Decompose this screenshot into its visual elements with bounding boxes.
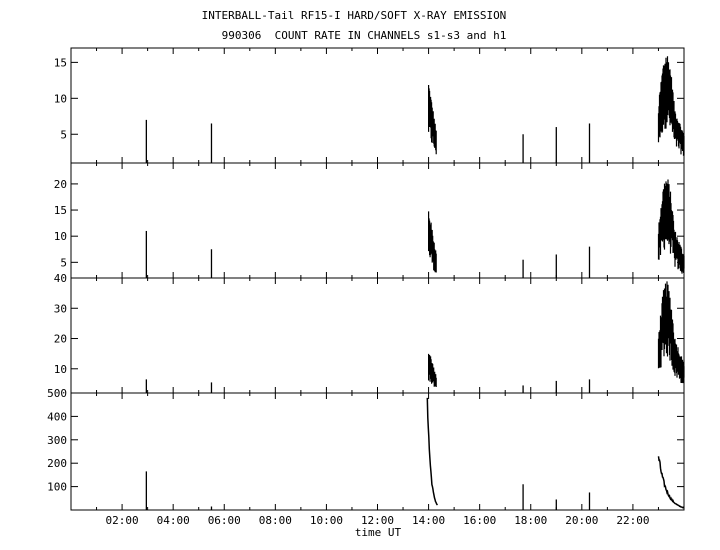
y-tick-label: 5 bbox=[60, 256, 67, 269]
y-tick-label: 20 bbox=[54, 333, 67, 346]
data-burst bbox=[428, 85, 437, 155]
y-tick-label: 10 bbox=[54, 363, 67, 376]
panel-frame-s2 bbox=[70, 162, 685, 279]
data-burst bbox=[657, 281, 685, 384]
y-tick-label: 200 bbox=[47, 457, 67, 470]
y-tick-label: 10 bbox=[54, 230, 67, 243]
x-tick-label: 10:00 bbox=[310, 514, 343, 527]
y-tick-label: 20 bbox=[54, 178, 67, 191]
chart-subtitle: 990306 COUNT RATE IN CHANNELS s1-s3 and … bbox=[221, 29, 507, 42]
data-burst bbox=[657, 56, 685, 156]
y-tick-label: 500 bbox=[47, 387, 67, 400]
x-tick-label: 18:00 bbox=[514, 514, 547, 527]
x-tick-label: 04:00 bbox=[157, 514, 190, 527]
y-tick-label: 30 bbox=[54, 302, 67, 315]
x-tick-label: 06:00 bbox=[208, 514, 241, 527]
x-tick-label: 02:00 bbox=[106, 514, 139, 527]
y-tick-label: 40 bbox=[54, 272, 67, 285]
panel-frame-s1 bbox=[70, 47, 685, 164]
y-tick-label: 300 bbox=[47, 434, 67, 447]
y-tick-label: 10 bbox=[54, 92, 67, 105]
x-tick-label: 20:00 bbox=[565, 514, 598, 527]
panel-frame-h1 bbox=[70, 392, 685, 511]
data-burst bbox=[428, 211, 437, 273]
y-tick-label: 5 bbox=[60, 128, 67, 141]
data-burst bbox=[657, 456, 684, 509]
x-tick-label: 22:00 bbox=[616, 514, 649, 527]
x-tick-label: 08:00 bbox=[259, 514, 292, 527]
chart-title: INTERBALL-Tail RF15-I HARD/SOFT X-RAY EM… bbox=[201, 9, 507, 22]
data-burst bbox=[426, 397, 439, 506]
x-tick-label: 14:00 bbox=[412, 514, 445, 527]
data-burst bbox=[657, 179, 685, 274]
y-tick-label: 15 bbox=[54, 56, 67, 69]
y-tick-label: 100 bbox=[47, 481, 67, 494]
y-tick-label: 400 bbox=[47, 410, 67, 423]
data-burst bbox=[428, 353, 437, 387]
x-tick-label: 12:00 bbox=[361, 514, 394, 527]
x-tick-label: 16:00 bbox=[463, 514, 496, 527]
panel-frame-s3 bbox=[70, 277, 685, 394]
x-axis-label: time UT bbox=[355, 526, 402, 539]
y-tick-label: 15 bbox=[54, 204, 67, 217]
